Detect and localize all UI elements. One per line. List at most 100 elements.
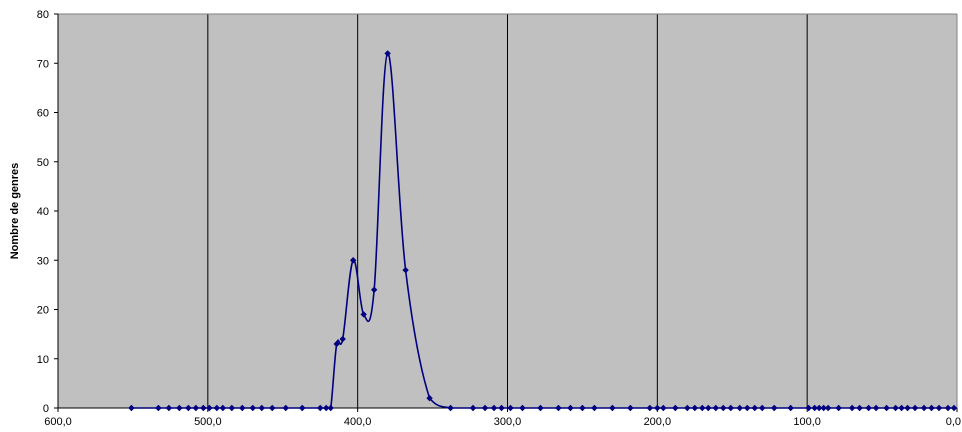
data-point-marker	[684, 404, 691, 412]
y-tick-label: 10	[37, 354, 49, 366]
data-point-marker	[490, 404, 498, 412]
data-point-marker	[591, 404, 598, 412]
data-point-marker	[269, 404, 276, 412]
data-point-marker	[811, 404, 818, 412]
data-point-marker	[904, 404, 911, 412]
data-point-marker	[426, 394, 433, 402]
data-point-marker	[824, 404, 832, 412]
data-point-marker	[349, 257, 357, 264]
data-point-marker	[469, 404, 477, 412]
data-point-marker	[192, 404, 200, 412]
data-point-marker	[323, 404, 330, 412]
data-point-marker	[317, 404, 324, 412]
y-tick-label: 70	[37, 58, 49, 70]
data-point-marker	[654, 404, 661, 412]
y-tick-label: 50	[37, 157, 49, 169]
x-tick-label: 0,0	[946, 416, 961, 428]
data-point-marker	[805, 404, 812, 412]
data-point-marker	[609, 404, 616, 412]
data-point-marker	[627, 404, 634, 412]
data-point-marker	[660, 404, 667, 412]
data-point-marker	[258, 404, 265, 412]
data-point-marker	[481, 404, 489, 412]
x-tick-label: 300,0	[494, 416, 522, 428]
data-point-marker	[282, 404, 289, 412]
data-point-marker	[360, 311, 367, 318]
data-point-marker	[727, 404, 734, 412]
data-point-marker	[928, 404, 935, 412]
data-point-marker	[155, 404, 162, 412]
data-point-marker	[911, 404, 919, 412]
data-point-marker	[537, 404, 544, 412]
y-tick-label: 30	[37, 255, 49, 267]
data-point-marker	[835, 404, 842, 412]
data-point-marker	[872, 404, 880, 412]
series-markers	[128, 50, 958, 412]
data-point-marker	[507, 404, 514, 412]
data-point-marker	[920, 404, 928, 412]
data-point-marker	[219, 404, 227, 412]
data-point-marker	[200, 404, 207, 412]
y-axis-tick-labels: 0 10 20 30 40 50 60 70 80	[37, 9, 49, 415]
data-point-marker	[228, 404, 236, 412]
data-point-marker	[736, 404, 743, 412]
data-point-marker	[239, 404, 246, 412]
data-point-marker	[944, 404, 952, 412]
data-point-marker	[787, 404, 794, 412]
x-axis-tick-labels: 600,0 500,0 400,0 300,0 200,0 100,0 0,0	[44, 416, 961, 428]
data-point-marker	[646, 404, 654, 412]
data-point-marker	[898, 404, 905, 412]
y-axis-title: Nombre de genres	[9, 163, 21, 260]
data-point-marker	[128, 404, 135, 412]
data-point-marker	[327, 404, 334, 412]
data-point-marker	[691, 404, 698, 412]
data-point-marker	[712, 404, 719, 412]
y-tick-label: 60	[37, 108, 49, 120]
data-point-marker	[744, 404, 751, 412]
x-tick-label: 100,0	[793, 416, 821, 428]
data-point-marker	[384, 50, 391, 57]
data-point-marker	[498, 404, 505, 412]
data-point-marker	[815, 404, 823, 412]
x-tick-label: 600,0	[44, 416, 72, 428]
data-point-marker	[759, 404, 766, 412]
data-point-marker	[519, 404, 526, 412]
data-point-marker	[699, 404, 706, 412]
y-tick-label: 20	[37, 305, 49, 317]
data-point-marker	[720, 404, 727, 412]
x-tick-label: 200,0	[644, 416, 672, 428]
data-point-marker	[185, 404, 192, 412]
data-point-marker	[567, 404, 574, 412]
data-point-marker	[447, 404, 454, 412]
data-point-marker	[865, 404, 872, 412]
data-point-marker	[751, 404, 758, 412]
data-point-marker	[176, 404, 183, 412]
y-tick-label: 0	[43, 403, 49, 415]
data-point-marker	[771, 404, 778, 412]
y-tick-label: 80	[37, 9, 49, 21]
data-point-marker	[672, 404, 679, 412]
data-point-marker	[249, 404, 256, 412]
data-point-marker	[950, 404, 958, 412]
data-point-marker	[165, 404, 173, 412]
x-tick-label: 400,0	[344, 416, 372, 428]
data-point-marker	[206, 404, 213, 412]
data-point-marker	[848, 404, 856, 412]
data-point-marker	[299, 404, 306, 412]
x-tick-label: 500,0	[194, 416, 222, 428]
data-point-marker	[856, 404, 863, 412]
data-point-marker	[892, 404, 899, 412]
data-point-marker	[883, 404, 890, 412]
data-point-marker	[820, 404, 827, 412]
data-point-marker	[333, 340, 340, 348]
data-point-marker	[213, 404, 221, 412]
data-point-marker	[370, 286, 378, 293]
data-point-marker	[555, 404, 562, 412]
data-point-marker	[339, 335, 346, 343]
data-point-marker	[705, 404, 712, 412]
vertical-gridlines	[207, 14, 808, 408]
data-point-marker	[935, 404, 943, 412]
data-point-marker	[579, 404, 586, 412]
y-tick-label: 40	[37, 206, 49, 218]
